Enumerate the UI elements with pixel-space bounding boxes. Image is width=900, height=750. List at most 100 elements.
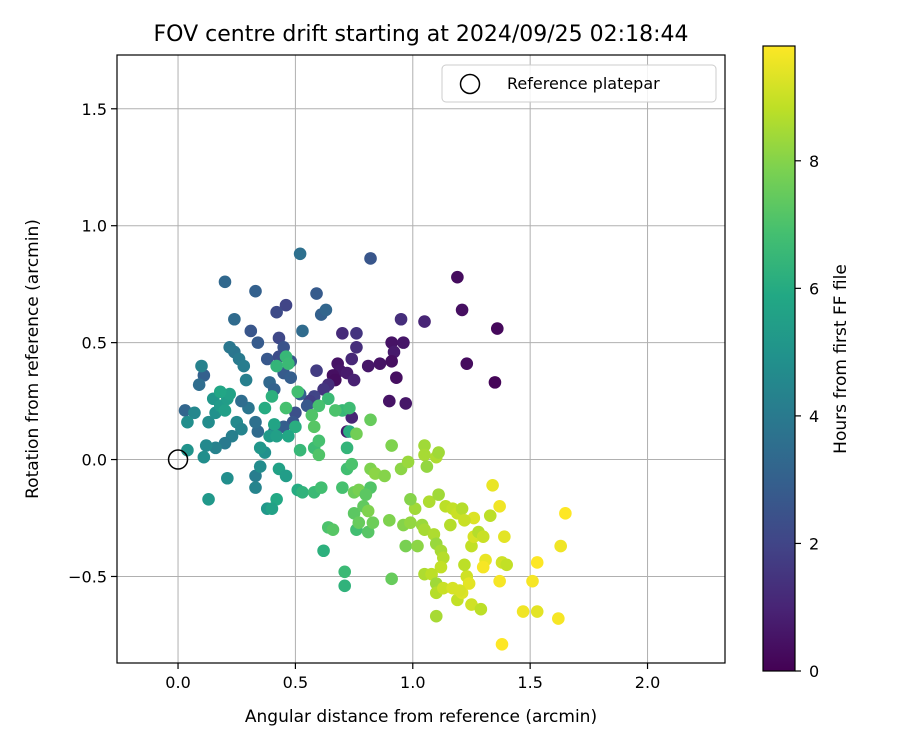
data-point [373, 357, 387, 370]
x-tick-label: 0.5 [283, 673, 308, 692]
legend-entry-reference: Reference platepar [507, 74, 660, 93]
data-point [244, 324, 258, 338]
data-point [418, 439, 431, 452]
data-point [488, 376, 502, 389]
data-point [385, 439, 398, 452]
data-point [317, 544, 330, 558]
data-point [296, 485, 309, 499]
data-point [399, 539, 413, 553]
data-point [345, 352, 359, 366]
data-point [221, 471, 234, 485]
data-point [418, 315, 431, 328]
x-tick-label: 1.0 [400, 673, 425, 692]
data-point [267, 418, 281, 431]
data-point [500, 558, 513, 572]
data-point [408, 502, 422, 515]
data-point [366, 516, 380, 529]
data-point [476, 530, 490, 544]
data-point [307, 420, 321, 434]
data-point [347, 507, 361, 520]
data-point [347, 373, 361, 387]
legend-reference-marker [459, 73, 481, 95]
data-point [516, 605, 530, 618]
colorbar-gradient [762, 45, 796, 672]
x-tick-label: 2.0 [635, 673, 660, 692]
y-tick-label: −0.5 [68, 567, 107, 586]
data-point [350, 427, 363, 441]
data-point [404, 493, 417, 506]
data-point [249, 284, 262, 298]
data-point [455, 502, 469, 515]
data-point [192, 378, 206, 392]
data-point [291, 385, 305, 399]
data-points [178, 247, 572, 651]
data-point [345, 457, 359, 471]
data-point [350, 326, 363, 340]
data-point [399, 397, 413, 410]
data-point [495, 637, 509, 651]
data-point [197, 450, 211, 464]
data-point [343, 401, 356, 415]
data-point [498, 530, 511, 544]
axis-ticks: 0.0 0.5 1.0 1.5 2.0 −0.5 0.0 0.5 1.0 1.5 [68, 100, 660, 692]
data-point [552, 612, 565, 625]
data-point [310, 364, 323, 377]
colorbar: 0 2 4 6 8 Hours from first FF file [762, 45, 851, 681]
data-point [383, 514, 396, 527]
data-point [432, 488, 445, 501]
data-point [329, 404, 342, 417]
data-point [235, 394, 248, 408]
data-point [453, 584, 467, 597]
data-point [270, 493, 283, 506]
x-axis-label: Angular distance from reference (arcmin) [245, 707, 597, 727]
colorbar-tick-label: 6 [809, 279, 819, 298]
data-point [465, 598, 478, 611]
data-point [213, 385, 227, 399]
data-point [338, 565, 352, 579]
legend-box [441, 64, 717, 103]
data-point [253, 460, 267, 473]
data-point [340, 441, 354, 455]
data-point [383, 394, 396, 408]
data-point [483, 509, 497, 522]
data-point [422, 495, 436, 508]
data-point [434, 560, 448, 574]
data-point [282, 357, 295, 370]
data-point [199, 439, 213, 452]
data-point [279, 298, 293, 312]
data-point [493, 500, 506, 513]
data-point [397, 336, 410, 349]
colorbar-tick-label: 4 [809, 407, 819, 426]
data-point [394, 312, 408, 326]
data-point [350, 341, 363, 354]
data-point [359, 488, 373, 501]
data-point [432, 446, 445, 459]
data-point [282, 429, 295, 443]
data-point [418, 523, 431, 537]
colorbar-label: Hours from first FF file [831, 264, 851, 454]
data-point [559, 507, 572, 520]
data-point [218, 404, 232, 417]
reference-platepar-marker [167, 449, 189, 470]
data-point [305, 408, 319, 422]
data-point [361, 504, 375, 518]
data-point [239, 373, 253, 387]
y-tick-label: 0.5 [82, 334, 107, 353]
data-point [293, 247, 307, 261]
data-point [385, 572, 398, 586]
reference-marker-layer [167, 449, 189, 470]
data-point [293, 443, 307, 457]
data-point [411, 539, 424, 553]
data-point [300, 399, 314, 413]
data-point [486, 478, 499, 492]
data-point [336, 326, 349, 340]
data-point [455, 303, 469, 317]
data-point [460, 357, 474, 370]
data-point [326, 523, 340, 537]
data-point [188, 406, 201, 420]
colorbar-tick-label: 8 [809, 152, 819, 171]
data-point [296, 324, 309, 338]
data-point [490, 322, 504, 335]
data-point [251, 336, 265, 349]
